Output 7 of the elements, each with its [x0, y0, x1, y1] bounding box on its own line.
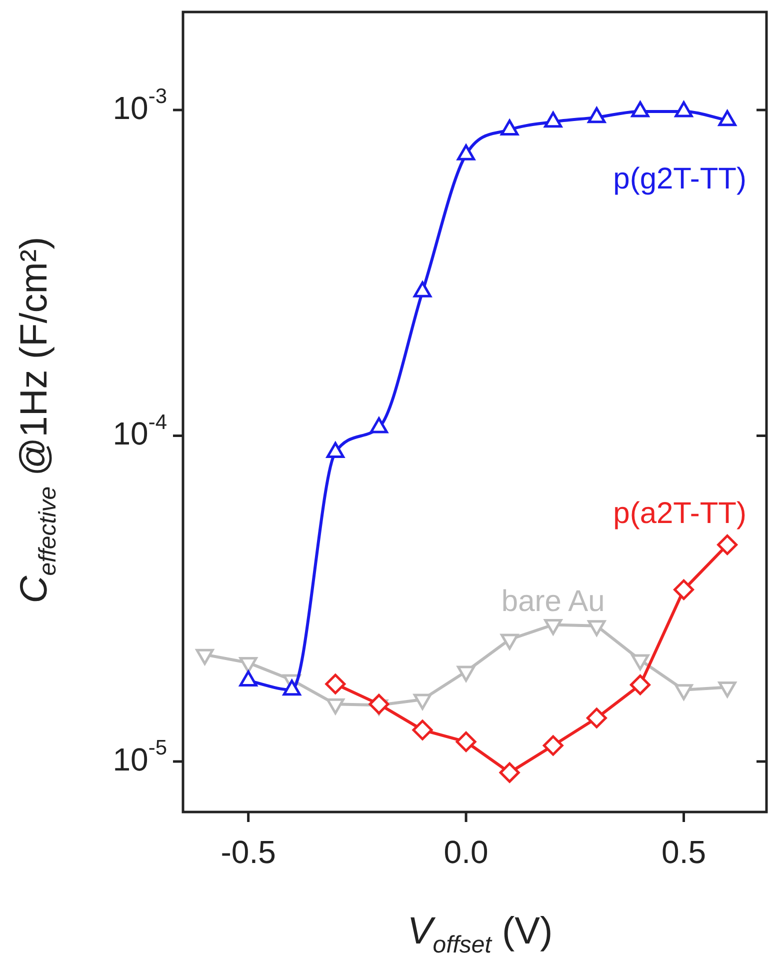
series-label: bare Au [501, 585, 605, 618]
x-axis-title: V$_{offset}$ (V) [407, 910, 553, 960]
series-label: p(g2T-TT) [613, 162, 746, 196]
x-tick-label: -0.5 [220, 834, 276, 870]
x-tick-label: 0.0 [444, 834, 488, 870]
series-label: p(a2T-TT) [613, 497, 746, 530]
x-tick-label: 0.5 [662, 834, 706, 870]
